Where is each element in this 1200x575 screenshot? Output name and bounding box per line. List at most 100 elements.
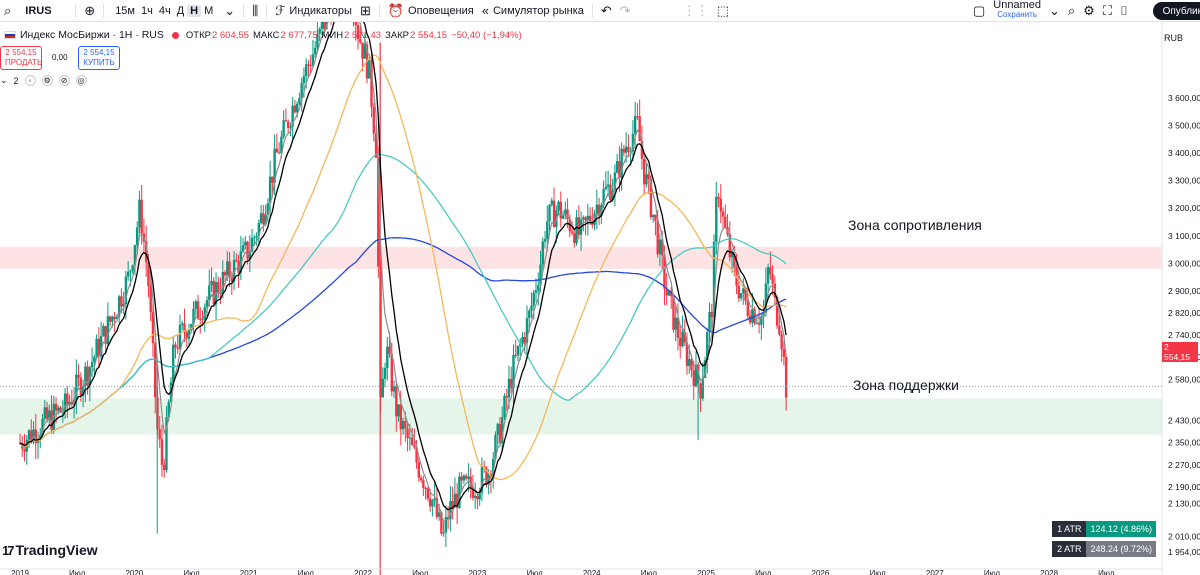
candle-body — [205, 300, 209, 308]
add-symbol-button[interactable]: ⊕ — [80, 0, 99, 22]
price-tick-label: 3 000,00 — [1168, 258, 1200, 268]
low-value: 2 521,43 — [344, 29, 382, 41]
layout-checkbox[interactable]: ▢ — [969, 0, 989, 22]
candle-body — [361, 42, 364, 59]
time-tick-label: Июл — [641, 569, 658, 575]
timeframe-button[interactable]: М — [204, 4, 214, 17]
settings-button[interactable]: ⚙ — [1079, 0, 1099, 22]
candle-body — [494, 434, 497, 459]
candle-body — [660, 239, 664, 256]
candle-body — [782, 349, 786, 357]
divider — [591, 3, 593, 18]
candle-body — [237, 261, 240, 273]
candle-body — [248, 251, 252, 259]
search-icon[interactable]: ⌕ — [4, 2, 12, 18]
candle-body — [66, 393, 69, 405]
atr-row-1: 1 ATR 124.12 (4.86%) — [1052, 521, 1156, 537]
timeframe-button[interactable]: 1ч — [141, 4, 153, 17]
snapshot-button[interactable]: ⌷ — [1116, 0, 1132, 22]
redo-button[interactable]: ↷ — [616, 0, 635, 22]
candle-body — [679, 338, 682, 347]
layout-menu-chevron[interactable]: ⌄ — [1045, 0, 1064, 22]
undo-button[interactable]: ↶ — [597, 0, 616, 22]
candle-body — [440, 512, 443, 534]
sell-button[interactable]: 2 554,15 ПРОДАТЬ — [0, 46, 42, 70]
candle-body — [651, 214, 655, 218]
indicators-button[interactable]: ℱ Индикаторы — [271, 0, 356, 22]
candle-body — [257, 222, 261, 237]
candle-body — [638, 116, 641, 141]
price-axis-currency[interactable]: RUB — [1164, 33, 1184, 43]
price-tick-label: 2 190,00 — [1168, 482, 1200, 492]
candle-body — [84, 366, 87, 387]
candle-body — [300, 83, 303, 98]
timeframe-button[interactable]: Н — [187, 4, 202, 17]
fullscreen-select-button[interactable]: ⬚ — [713, 0, 733, 22]
templates-button[interactable]: ⊞ — [356, 0, 375, 22]
candle-body — [95, 338, 98, 357]
timeframe-button[interactable]: Д — [176, 4, 185, 17]
candle-body — [665, 288, 668, 296]
time-tick-label: 2019 — [11, 569, 29, 575]
candle-body — [397, 404, 400, 417]
candle-body — [548, 204, 551, 222]
collapse-indicators-icon[interactable]: ⌄ — [0, 75, 8, 85]
instrument-name[interactable]: Индекс МосБиржи · 1Н · RUS — [20, 29, 164, 41]
tradingview-logo-icon: 17 — [2, 542, 15, 558]
timeframe-button[interactable]: 4ч — [158, 4, 171, 17]
replay-button[interactable]: « Симулятор рынка — [478, 0, 588, 22]
search-button[interactable]: ⌕ — [1064, 0, 1079, 22]
alerts-button[interactable]: ⏰ Оповещения — [384, 0, 478, 22]
visibility-icon[interactable]: ◦ — [24, 75, 36, 86]
candle-body — [374, 133, 378, 158]
candle-body — [557, 201, 560, 211]
timeframe-button[interactable]: 15м — [115, 4, 135, 17]
price-tick-label: 3 200,00 — [1168, 203, 1200, 213]
candle-body — [525, 318, 529, 343]
time-tick-label: Июл — [755, 569, 772, 575]
chart-type-button[interactable]: ⫼ — [248, 0, 262, 22]
chevron-down-icon[interactable]: ⌄ — [224, 2, 236, 18]
drag-handle-icon[interactable]: ⋮⋮ — [682, 2, 709, 18]
divider — [266, 3, 268, 18]
candle-body — [172, 344, 175, 383]
price-chart[interactable]: 3 600,00 3 500,00 3 400,00 3 300,00 3 200,00… — [0, 22, 1200, 575]
candle-body — [559, 201, 562, 219]
candle-body — [115, 316, 119, 320]
candle-body — [715, 196, 718, 242]
layout-name[interactable]: Unnamed Сохранить — [989, 0, 1045, 22]
candle-body — [681, 331, 684, 347]
time-tick-label: Июл — [984, 569, 1001, 575]
selection-square-icon: ⬚ — [716, 2, 729, 18]
candle-body — [244, 241, 247, 246]
candle-body — [313, 47, 317, 55]
candle-body — [724, 216, 727, 227]
high-label: МАКС — [252, 29, 280, 41]
resistance-zone-label: Зона сопротивления — [848, 217, 982, 233]
candle-body — [135, 227, 139, 246]
more-icon[interactable]: ◎ — [75, 75, 87, 86]
symbol-search[interactable]: IRUS — [25, 4, 52, 17]
settings-icon[interactable]: ⚙ — [41, 75, 53, 86]
candle-body — [318, 28, 321, 34]
tradingview-logo[interactable]: 17 TradingView — [2, 542, 98, 558]
remove-icon[interactable]: ⊘ — [58, 75, 70, 86]
candle-body — [280, 136, 283, 154]
candle-body — [43, 407, 46, 419]
fullscreen-button[interactable]: ⛶ — [1099, 0, 1116, 22]
candle-body — [372, 107, 375, 134]
candle-body — [277, 152, 281, 154]
candle-body — [68, 401, 71, 405]
indicators-icon: ℱ — [275, 2, 286, 18]
candle-body — [226, 261, 229, 276]
candle-body — [192, 308, 195, 325]
atr-row-2: 2 ATR 248.24 (9.72%) — [1052, 541, 1156, 557]
candle-body — [728, 234, 731, 258]
buy-button[interactable]: 2 554,15 КУПИТЬ — [78, 46, 120, 70]
candle-body — [201, 319, 204, 321]
candle-body — [744, 288, 747, 301]
candle-body — [255, 236, 258, 238]
publish-button[interactable]: Опублик — [1152, 2, 1200, 20]
candle-body — [59, 407, 62, 413]
time-tick-label: 2024 — [583, 569, 601, 575]
